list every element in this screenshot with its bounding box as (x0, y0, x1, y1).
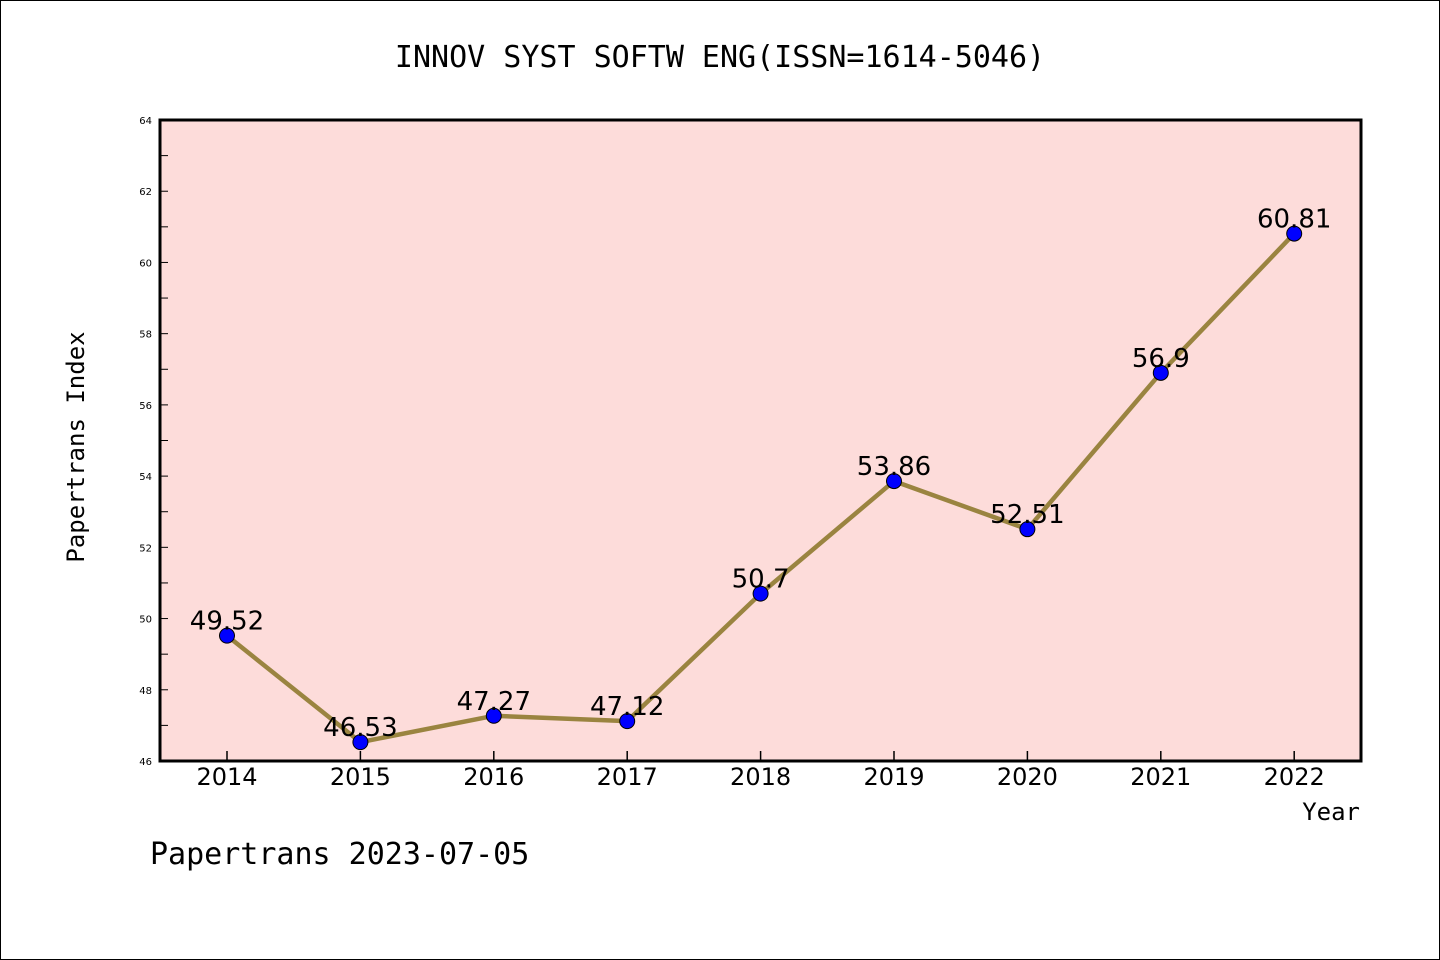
data-point-marker (619, 713, 636, 730)
x-tick-label: 2014 (196, 763, 257, 791)
data-point-label: 49.52 (190, 607, 264, 637)
x-tick-label: 2020 (997, 763, 1058, 791)
x-tick-label: 2017 (597, 763, 658, 791)
data-point-marker (752, 585, 769, 602)
y-tick-label: 48 (139, 686, 152, 697)
y-tick-label: 46 (139, 757, 152, 768)
plot-border (158, 118, 1363, 763)
y-tick-label: 62 (139, 187, 152, 198)
footer-date-stamp: Papertrans 2023-07-05 (150, 837, 529, 872)
y-tick-label: 58 (139, 330, 152, 341)
plot-area (160, 120, 1361, 761)
data-point-marker (219, 627, 235, 644)
y-tick-label: 52 (139, 543, 152, 554)
x-axis-ticks: 2014 2015 2016 2017 2018 2019 2020 2021 2022 (196, 751, 1325, 791)
x-axis-title: Year (1302, 798, 1360, 826)
data-point-label: 47.27 (457, 687, 531, 717)
chart-title: INNOV SYST SOFTW ENG(ISSN=1614-5046) (395, 40, 1045, 75)
data-point-marker (1286, 225, 1303, 242)
data-point-marker (1152, 364, 1169, 381)
data-point-label: 47.12 (590, 692, 664, 722)
y-tick-label: 54 (139, 472, 152, 483)
x-tick-label: 2022 (1264, 763, 1325, 791)
data-point-label: 52.51 (990, 500, 1064, 530)
data-point-marker (485, 707, 502, 724)
data-series: 49.52 46.53 47.27 47.12 50.7 53.86 52.51 56.9 60… (190, 205, 1331, 751)
x-tick-label: 2021 (1130, 763, 1191, 791)
y-tick-label: 64 (139, 116, 152, 127)
x-tick-label: 2016 (463, 763, 524, 791)
data-point-marker (352, 734, 369, 751)
x-tick-label: 2018 (730, 763, 791, 791)
y-tick-label: 50 (139, 615, 152, 626)
data-point-label: 56.9 (1132, 344, 1190, 374)
data-point-marker (1019, 521, 1036, 538)
data-point-label: 46.53 (323, 713, 397, 743)
x-tick-label: 2019 (863, 763, 924, 791)
data-point-label: 53.86 (857, 452, 931, 482)
y-tick-label: 60 (139, 258, 152, 269)
data-point-label: 50.7 (732, 565, 790, 595)
data-point-label: 60.81 (1257, 205, 1331, 235)
y-axis-title: Papertrans Index (62, 331, 90, 562)
x-tick-label: 2015 (330, 763, 391, 791)
y-tick-label: 56 (139, 401, 152, 412)
data-point-marker (886, 473, 902, 490)
